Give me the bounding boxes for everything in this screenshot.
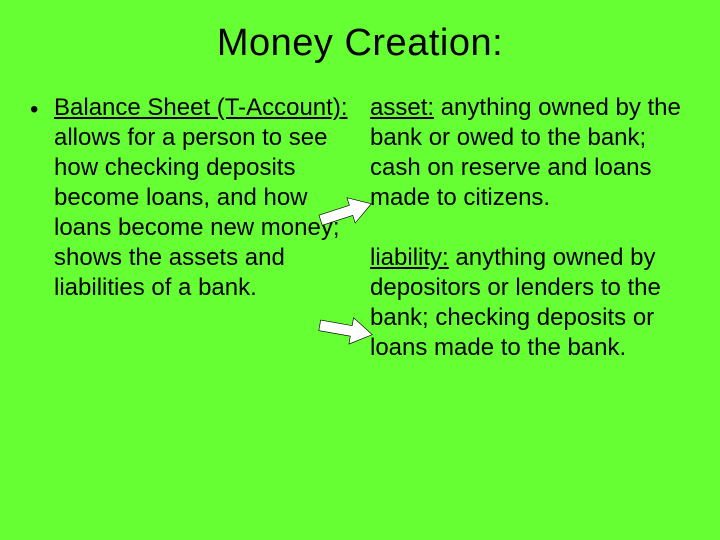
bullet-rest: allows for a person to see how checking … <box>54 124 340 301</box>
slide-title: Money Creation: <box>0 0 720 65</box>
content-columns: • Balance Sheet (T-Account): allows for … <box>0 65 720 393</box>
bullet-text: Balance Sheet (T-Account): allows for a … <box>54 93 350 393</box>
right-column: asset: anything owned by the bank or owe… <box>360 93 690 393</box>
left-column: • Balance Sheet (T-Account): allows for … <box>30 93 350 393</box>
bullet-lead-underlined: Balance Sheet (T-Account): <box>54 94 347 121</box>
definition-liability: liability: anything owned by depositors … <box>370 243 690 363</box>
definition-asset: asset: anything owned by the bank or owe… <box>370 93 690 213</box>
bullet-marker: • <box>30 93 54 393</box>
term-liability: liability: <box>370 244 449 271</box>
term-asset: asset: <box>370 94 434 121</box>
